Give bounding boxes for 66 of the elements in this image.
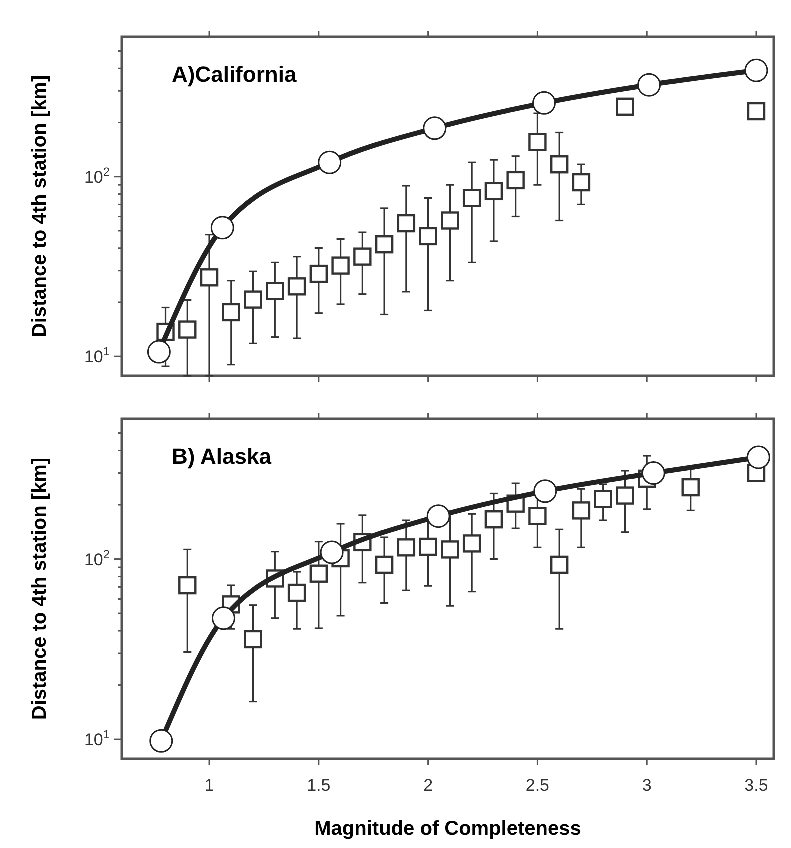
- point: [682, 478, 700, 497]
- point: [528, 507, 547, 526]
- point: [747, 102, 766, 121]
- y-tick-label: 10$^{1}$: [84, 728, 110, 750]
- point: [506, 171, 525, 190]
- point: [244, 630, 262, 649]
- point: [375, 235, 394, 254]
- point: [178, 320, 197, 339]
- point: [212, 606, 236, 630]
- text: B) Alaska: [172, 444, 272, 469]
- x-tick-label: 3.5: [744, 776, 768, 795]
- point: [638, 73, 662, 97]
- point: [484, 510, 504, 529]
- point: [441, 212, 460, 230]
- point: [397, 214, 416, 233]
- point: [462, 534, 482, 553]
- point: [200, 268, 219, 287]
- x-tick-label: 1: [204, 776, 214, 795]
- point: [266, 282, 284, 300]
- text: A)California: [172, 62, 298, 87]
- point: [484, 182, 504, 201]
- point: [222, 303, 240, 322]
- point: [423, 116, 447, 140]
- point: [441, 540, 460, 559]
- x-tick-label: 1.5: [307, 776, 331, 795]
- point: [744, 58, 768, 82]
- point: [288, 278, 306, 296]
- point: [419, 538, 438, 556]
- point: [332, 256, 350, 275]
- x-tick-label: 2: [424, 776, 434, 795]
- point: [616, 486, 634, 505]
- point: [426, 504, 450, 528]
- y-tick-label: 10$^{2}$: [84, 164, 110, 187]
- x-axis-title: Magnitude of Completeness: [314, 818, 582, 840]
- point: [310, 264, 328, 284]
- point: [210, 216, 234, 240]
- y-tick-label: 10$^{2}$: [84, 547, 110, 570]
- point: [642, 462, 666, 486]
- point: [572, 173, 591, 192]
- point: [178, 576, 197, 595]
- point: [528, 133, 547, 152]
- point: [354, 248, 372, 266]
- point: [616, 98, 634, 116]
- y-axis-title: Distance to 4th station [km]: [29, 458, 51, 720]
- point: [550, 556, 569, 574]
- y-axis-title: Distance to 4th station [km]: [29, 75, 51, 338]
- point: [375, 556, 394, 574]
- y-tick-label: 10$^{1}$: [84, 344, 110, 367]
- point: [147, 340, 171, 364]
- point: [532, 91, 556, 115]
- point: [572, 502, 591, 520]
- x-tick-label: 2.5: [526, 776, 550, 795]
- point: [594, 490, 612, 508]
- point: [150, 729, 174, 753]
- point: [318, 150, 342, 174]
- point: [462, 189, 482, 208]
- point: [534, 480, 558, 504]
- point: [310, 564, 328, 583]
- point: [244, 290, 262, 309]
- point: [746, 446, 770, 470]
- point: [419, 227, 438, 246]
- point: [397, 538, 416, 557]
- point: [550, 156, 569, 174]
- point: [288, 584, 306, 602]
- x-tick-label: 3: [642, 776, 652, 795]
- point: [320, 540, 344, 564]
